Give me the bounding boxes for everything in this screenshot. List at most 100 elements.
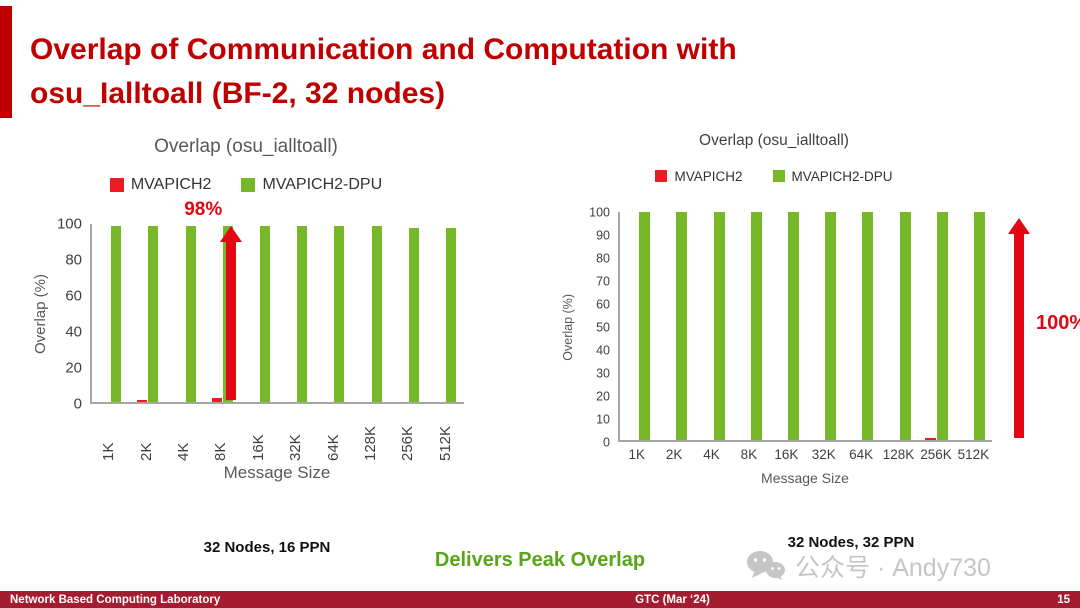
bar-group-512k (955, 212, 992, 440)
x-tick-label: 4K (693, 447, 730, 462)
footer-venue: GTC (Mar ‘24) (635, 593, 710, 606)
x-tick-text: 32K (287, 434, 305, 461)
x-tick-label: 32K (805, 447, 842, 462)
bar-group-256k (390, 224, 427, 402)
plot-area: 100% (618, 212, 1080, 442)
x-axis-title: Message Size (761, 470, 849, 486)
x-labels: 1K 2K 4K 8K 16K 32K 64K 128K 256K 512K (618, 447, 992, 462)
y-tick-label: 80 (596, 250, 610, 265)
x-tick-label: 1K (618, 447, 655, 462)
y-tick-label: 0 (603, 434, 610, 449)
x-tick-text: 256K (399, 425, 417, 461)
bar-mvapich2-dpu-8k (750, 212, 762, 440)
chart-right: Overlap (osu_ialltoall) MVAPICH2 MVAPICH2… (556, 132, 1080, 486)
x-tick-label: 16K (768, 447, 805, 462)
x-tick-text: 2K (665, 447, 683, 462)
legend-swatch (655, 170, 668, 182)
bar-mvapich2-256k (924, 437, 936, 440)
bar-group-2k (657, 212, 694, 440)
legend-swatch (109, 178, 124, 192)
arrow-head-icon (1008, 218, 1030, 234)
y-axis-title: Overlap (%) (556, 212, 580, 442)
x-tick-text: 64K (324, 434, 342, 461)
legend-item-mvapich2-dpu: MVAPICH2-DPU (241, 174, 382, 196)
x-tick-text: 4K (175, 442, 193, 461)
bar-mvapich2-dpu-64k (334, 225, 345, 402)
improvement-arrow (220, 226, 243, 400)
bar-mvapich2-dpu-32k (297, 225, 308, 402)
bar-group-32k (278, 224, 315, 402)
x-tick-text: 1K (100, 442, 118, 461)
x-tick-label: 2K (127, 409, 164, 461)
x-tick-text: 16K (249, 434, 267, 461)
x-tick-text: 1K (628, 447, 645, 462)
x-tick-text: 16K (774, 447, 799, 462)
bar-mvapich2-dpu-2k (676, 212, 688, 440)
y-tick-label: 10 (596, 411, 610, 426)
x-axis-title: Message Size (223, 463, 331, 482)
bar-mvapich2-dpu-1k (111, 225, 122, 402)
bar-group-64k (843, 212, 880, 440)
x-tick-label: 64K (314, 409, 351, 461)
watermark: 公众号 · Andy730 (746, 548, 991, 584)
y-tick-label: 70 (596, 273, 610, 288)
bar-group-4k (166, 224, 203, 402)
bar-mvapich2-dpu-2k (148, 225, 159, 402)
x-tick-label: 4K (165, 409, 202, 461)
x-tick-text: 256K (920, 447, 952, 462)
chart-legend: MVAPICH2 MVAPICH2-DPU (28, 174, 464, 196)
y-axis: 0 20 40 60 80 100 (52, 217, 90, 412)
x-tick-label: 8K (730, 447, 767, 462)
y-tick-label: 20 (596, 388, 610, 403)
bar-mvapich2-dpu-64k (862, 212, 874, 440)
bar-group-512k (427, 224, 464, 402)
x-tick-label: 32K (277, 409, 314, 461)
x-tick-text: 64K (849, 447, 874, 462)
x-tick-text: 4K (703, 447, 720, 462)
watermark-text: 公众号 · Andy730 (795, 554, 991, 582)
x-tick-text: 512K (436, 425, 454, 461)
legend-label: MVAPICH2 (130, 176, 212, 193)
page-number: 15 (1057, 593, 1070, 606)
bar-group-32k (806, 212, 843, 440)
bar-mvapich2-dpu-16k (259, 225, 270, 402)
legend-label: MVAPICH2-DPU (791, 168, 893, 184)
y-tick-label: 60 (596, 296, 610, 311)
bar-group-4k (694, 212, 731, 440)
wechat-icon (747, 551, 785, 580)
plot-row: Overlap (%) 0 10 20 30 40 50 60 70 80 90 100 100% (556, 206, 1080, 448)
plot-area: 98% (90, 199, 464, 404)
bar-group-64k (315, 224, 352, 402)
bar-group-2k (129, 224, 166, 402)
slide-title: Overlap of Communication and Computation… (30, 28, 1010, 115)
legend-swatch (241, 178, 256, 192)
arrow-shaft (226, 242, 237, 400)
chart-title: Overlap (osu_ialltoall) (699, 132, 849, 149)
chart-left: Overlap (osu_ialltoall) MVAPICH2 MVAPICH2… (28, 136, 464, 483)
slide-title-line2: osu_Ialltoall (BF-2, 32 nodes) (30, 76, 446, 110)
x-tick-label: 512K (427, 409, 464, 461)
footer-lab-name: Network Based Computing Laboratory (10, 593, 221, 606)
bar-mvapich2-dpu-4k (713, 212, 725, 440)
bar-group-16k (769, 212, 806, 440)
bar-mvapich2-dpu-512k (445, 227, 456, 402)
bar-mvapich2-dpu-256k (408, 227, 419, 402)
bar-group-128k (352, 224, 389, 402)
caption-right: 32 Nodes, 32 PPN (787, 534, 915, 551)
x-tick-label: 64K (842, 447, 879, 462)
bar-mvapich2-dpu-128k (899, 212, 911, 440)
y-tick-label: 20 (65, 359, 82, 377)
improvement-annotation: 100% (1036, 312, 1080, 335)
x-tick-label: 2K (655, 447, 692, 462)
bar-group-128k (880, 212, 917, 440)
y-axis-title-text: Overlap (%) (31, 273, 49, 355)
y-tick-label: 40 (596, 342, 610, 357)
y-axis: 0 10 20 30 40 50 60 70 80 90 100 (580, 206, 618, 448)
caption-left: 32 Nodes, 16 PPN (203, 539, 331, 556)
x-tick-label: 16K (240, 409, 277, 461)
x-tick-text: 512K (957, 447, 990, 462)
improvement-annotation: 98% (184, 199, 223, 220)
improvement-arrow (1008, 218, 1030, 438)
x-tick-text: 8K (740, 447, 758, 462)
y-tick-label: 100 (56, 215, 82, 233)
